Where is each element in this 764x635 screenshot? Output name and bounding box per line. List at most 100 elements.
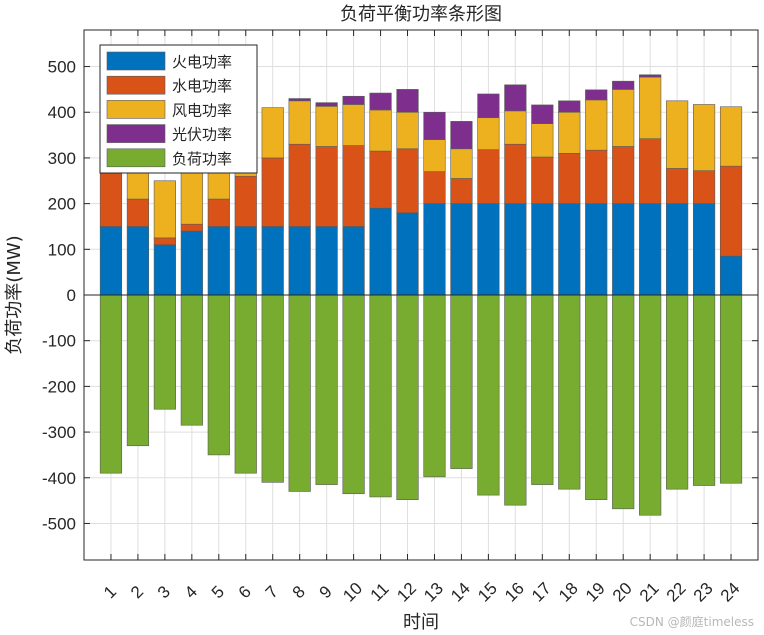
bar-segment [692, 104, 716, 172]
bar-segment [558, 111, 581, 154]
y-tick-label: -400 [42, 469, 76, 488]
bar-segment [315, 106, 338, 147]
bar-segment [423, 171, 446, 204]
bar-segment [612, 203, 635, 296]
bar-segment [261, 294, 284, 483]
bar-segment [261, 157, 284, 227]
bar-segment [585, 294, 608, 500]
bar-segment [342, 104, 365, 146]
legend-label: 水电功率 [172, 77, 232, 95]
bar-segment [207, 226, 230, 296]
bar-segment [612, 89, 635, 147]
bar-segment [666, 100, 689, 169]
bar-segment [234, 226, 257, 296]
bar-segment [126, 198, 150, 227]
bar-segment [180, 230, 203, 296]
bar-segment [450, 121, 473, 150]
bar-segment [639, 74, 662, 78]
bar-segment [692, 203, 716, 296]
bar-segment [531, 156, 554, 204]
bar-segment [342, 95, 365, 105]
bar-segment [288, 98, 311, 102]
bar-segment [423, 294, 446, 478]
y-tick-label: -100 [42, 332, 76, 351]
y-tick-label: 300 [48, 149, 76, 168]
bar-segment [612, 146, 635, 204]
bar-segment [719, 106, 743, 167]
bar-segment [315, 146, 338, 227]
bar-segment [450, 148, 473, 179]
bar-segment [369, 150, 392, 209]
bar-segment [234, 175, 257, 227]
bar-segment [692, 294, 716, 486]
bar-segment [153, 294, 176, 410]
bar-segment [558, 294, 581, 490]
y-tick-label: 500 [48, 58, 76, 77]
y-tick-label: 400 [48, 103, 76, 122]
bar-segment [450, 203, 473, 296]
legend-label: 负荷功率 [172, 150, 232, 168]
bar-segment [315, 226, 338, 296]
bar-segment [315, 102, 338, 107]
y-tick-label: 0 [67, 286, 76, 305]
bar-segment [477, 117, 500, 151]
bar-segment [99, 226, 123, 296]
watermark: CSDN @颜庭timeless [630, 614, 754, 629]
bar-segment [585, 149, 608, 204]
bar-segment [369, 207, 392, 296]
bar-segment [639, 294, 662, 516]
bar-segment [531, 123, 554, 158]
bar-segment [342, 145, 365, 227]
bar-segment [450, 178, 473, 204]
y-tick-label: -500 [42, 514, 76, 533]
bar-segment [369, 109, 392, 152]
bar-segment [585, 99, 608, 151]
bar-segment [450, 294, 473, 469]
bar-segment [504, 143, 527, 204]
bar-segment [153, 180, 176, 239]
bar-segment [288, 100, 311, 145]
bar-segment [719, 294, 743, 484]
bar-segment [423, 203, 446, 296]
bar-segment [261, 226, 284, 296]
bar-segment [369, 294, 392, 498]
bar-segment [504, 294, 527, 506]
bar-segment [396, 111, 419, 150]
bar-segment [396, 212, 419, 296]
legend-swatch [106, 124, 166, 143]
bar-segment [396, 294, 419, 500]
bar-segment [558, 153, 581, 204]
bar-segment [342, 294, 365, 495]
legend-label: 火电功率 [172, 53, 232, 71]
bar-segment [477, 294, 500, 496]
bar-segment [477, 93, 500, 119]
bar-segment [639, 76, 662, 140]
bar-segment [99, 294, 123, 474]
bar-segment [477, 149, 500, 204]
bar-segment [396, 89, 419, 113]
x-axis-title: 时间 [403, 612, 439, 633]
bar-segment [288, 143, 311, 227]
bar-segment [126, 226, 150, 296]
bar-segment [477, 203, 500, 296]
legend-label: 风电功率 [172, 101, 232, 119]
bar-segment [180, 294, 203, 426]
bar-segment [396, 148, 419, 214]
legend-swatch [106, 51, 166, 71]
bar-segment [558, 100, 581, 113]
bar-segment [612, 294, 635, 510]
bar-segment [531, 203, 554, 296]
y-axis-title: 负荷功率(MW) [4, 235, 25, 354]
y-tick-label: 200 [48, 195, 76, 214]
bar-segment [531, 104, 554, 124]
chart-title: 负荷平衡功率条形图 [340, 4, 502, 25]
bar-segment [719, 165, 743, 257]
bar-segment [666, 294, 689, 490]
legend-label: 光伏功率 [172, 126, 232, 144]
bar-segment [180, 164, 203, 225]
bar-segment [369, 92, 392, 111]
bar-segment [612, 80, 635, 90]
bar-segment [342, 226, 365, 296]
